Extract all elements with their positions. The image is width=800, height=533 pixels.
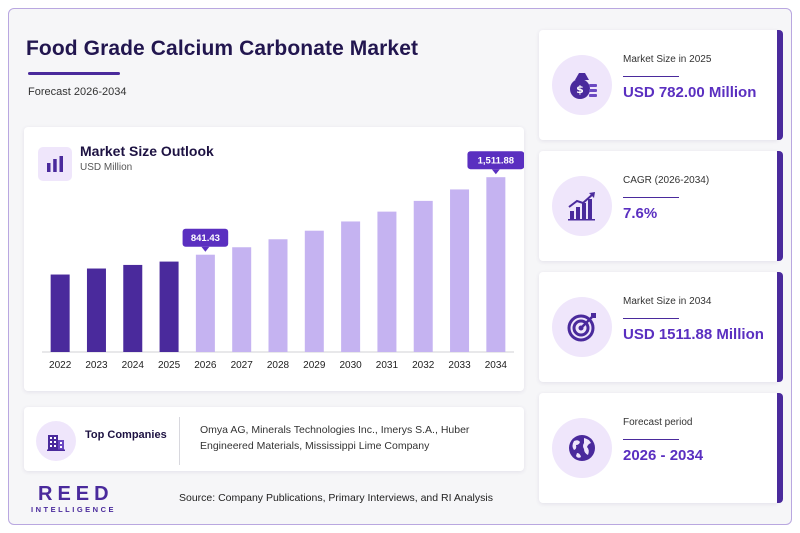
stat-rule (623, 76, 679, 77)
stat-card-market-size-2025: $ Market Size in 2025 USD 782.00 Million (539, 30, 783, 140)
bar-2027 (232, 247, 252, 352)
stat-card-cagr: CAGR (2026-2034) 7.6% (539, 151, 783, 261)
stat-card-market-size-2034: Market Size in 2034 USD 1511.88 Million (539, 272, 783, 382)
x-tick-label-2025: 2025 (158, 360, 181, 371)
money-bag-icon: $ (552, 55, 612, 115)
bar-2032 (413, 200, 433, 352)
svg-text:$: $ (576, 83, 584, 96)
top-companies-label: Top Companies (85, 429, 167, 441)
bar-2034 (486, 177, 506, 352)
x-tick-label-2033: 2033 (448, 360, 471, 371)
stat-rule (623, 318, 679, 319)
stat-card-forecast-period: Forecast period 2026 - 2034 (539, 393, 783, 503)
stat-rule (623, 439, 679, 440)
reed-logo-subtitle: INTELLIGENCE (31, 505, 117, 514)
bar-chart: 2022 2023 2024 2025 2026 841.43 2027 2028 2029 20… (42, 151, 524, 371)
globe-icon (552, 418, 612, 478)
stat-value: 2026 - 2034 (623, 447, 704, 464)
stat-label: Market Size in 2034 (623, 296, 712, 307)
x-tick-label-2028: 2028 (267, 360, 290, 371)
bar-2025 (159, 261, 179, 352)
bar-2033 (450, 189, 470, 352)
x-tick-label-2030: 2030 (339, 360, 362, 371)
bar-2022 (50, 274, 70, 352)
source-note: Source: Company Publications, Primary In… (179, 492, 493, 504)
data-label-box-2034 (467, 151, 524, 170)
page-title: Food Grade Calcium Carbonate Market (26, 37, 419, 60)
data-label-2034: 1,511.88 (478, 156, 514, 167)
x-tick-label-2029: 2029 (303, 360, 326, 371)
stat-label: CAGR (2026-2034) (623, 175, 710, 186)
x-tick-label-2024: 2024 (122, 360, 145, 371)
bar-2026 (195, 254, 215, 352)
bar-chart-icon (38, 147, 72, 181)
building-icon (36, 421, 76, 461)
bar-2031 (377, 211, 397, 352)
page-subtitle: Forecast 2026-2034 (28, 86, 127, 98)
data-label-2026: 841.43 (191, 233, 220, 244)
x-tick-label-2022: 2022 (49, 360, 72, 371)
target-icon (552, 297, 612, 357)
reed-logo: REED (38, 483, 114, 505)
x-tick-label-2027: 2027 (231, 360, 254, 371)
bar-2023 (86, 268, 106, 352)
data-label-pointer-2026 (201, 246, 210, 252)
title-underline (28, 72, 120, 75)
bar-2028 (268, 239, 288, 352)
data-label-pointer-2034 (491, 169, 500, 175)
x-tick-label-2031: 2031 (376, 360, 399, 371)
data-label-box-2026 (182, 228, 229, 247)
stat-value: 7.6% (623, 205, 658, 222)
x-tick-label-2026: 2026 (194, 360, 217, 371)
x-tick-label-2034: 2034 (485, 360, 508, 371)
stat-label: Forecast period (623, 417, 693, 428)
growth-chart-icon (552, 176, 612, 236)
x-tick-label-2023: 2023 (85, 360, 108, 371)
bar-2030 (341, 221, 361, 352)
x-tick-label-2032: 2032 (412, 360, 435, 371)
stat-value: USD 782.00 Million (623, 84, 757, 101)
market-size-chart-card: 2022 2023 2024 2025 2026 841.43 2027 2028 2029 20… (24, 127, 524, 391)
stat-value: USD 1511.88 Million (623, 326, 764, 343)
top-companies-list: Omya AG, Minerals Technologies Inc., Ime… (200, 424, 470, 452)
chart-title: Market Size Outlook (80, 143, 214, 159)
bar-2024 (123, 264, 143, 352)
stat-rule (623, 197, 679, 198)
bar-2029 (304, 230, 324, 352)
stat-label: Market Size in 2025 (623, 54, 712, 65)
chart-unit-label: USD Million (80, 162, 133, 173)
divider (179, 417, 180, 465)
top-companies-card: Top Companies Omya AG, Minerals Technolo… (24, 407, 524, 471)
